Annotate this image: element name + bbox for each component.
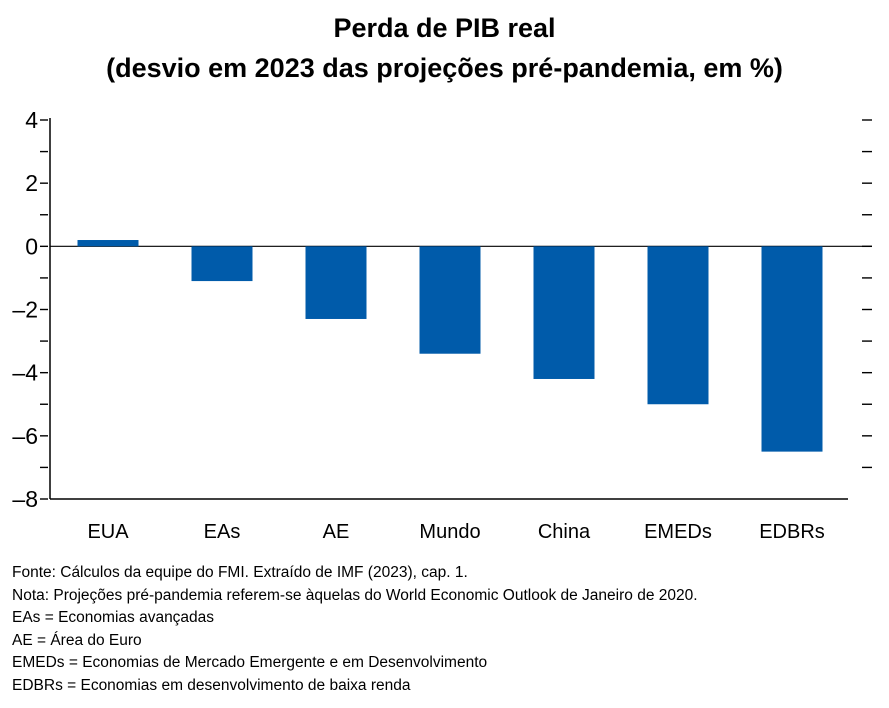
- x-tick-label: AE: [323, 521, 350, 543]
- y-tick-label: –6: [12, 423, 38, 449]
- chart-subtitle: (desvio em 2023 das projeções pré-pandem…: [106, 53, 783, 83]
- note-ae: AE = Área do Euro: [12, 631, 142, 649]
- bar-mundo: [419, 246, 481, 354]
- y-tick-label: 2: [25, 170, 38, 196]
- x-tick-label: EUA: [87, 521, 129, 543]
- bar-emeds: [647, 246, 709, 405]
- chart-title: Perda de PIB real: [333, 13, 556, 43]
- bar-eua: [77, 240, 139, 247]
- note-source: Fonte: Cálculos da equipe do FMI. Extraí…: [12, 564, 468, 581]
- y-tick-label: 0: [25, 233, 38, 259]
- x-tick-label: China: [538, 521, 591, 543]
- bar-china: [533, 246, 595, 379]
- x-tick-label: Mundo: [419, 521, 480, 543]
- x-tick-label: EDBRs: [759, 521, 825, 543]
- x-tick-label: EAs: [204, 521, 241, 543]
- bar-edbrs: [761, 246, 823, 452]
- note-projection: Nota: Projeções pré-pandemia referem-se …: [12, 586, 698, 604]
- y-tick-label: –4: [12, 360, 38, 386]
- x-tick-label: EMEDs: [644, 521, 712, 543]
- y-tick-label: –2: [12, 297, 38, 323]
- y-tick-label: –8: [12, 486, 38, 512]
- bar-eas: [191, 246, 253, 282]
- note-edbrs: EDBRs = Economias em desenvolvimento de …: [12, 676, 411, 694]
- note-eas: EAs = Economias avançadas: [12, 609, 215, 627]
- bar-ae: [305, 246, 367, 319]
- chart-title-block: Perda de PIB real (desvio em 2023 das pr…: [0, 8, 889, 88]
- note-emeds: EMEDs = Economias de Mercado Emergente e…: [12, 654, 488, 672]
- chart-notes: Fonte: Cálculos da equipe do FMI. Extraí…: [12, 562, 698, 698]
- y-tick-label: 4: [25, 107, 38, 133]
- bar-chart: 4 2 0 –2 –4 –6 –8 EUA EAs AE Mundo China EMEDs EDBRs: [12, 107, 872, 543]
